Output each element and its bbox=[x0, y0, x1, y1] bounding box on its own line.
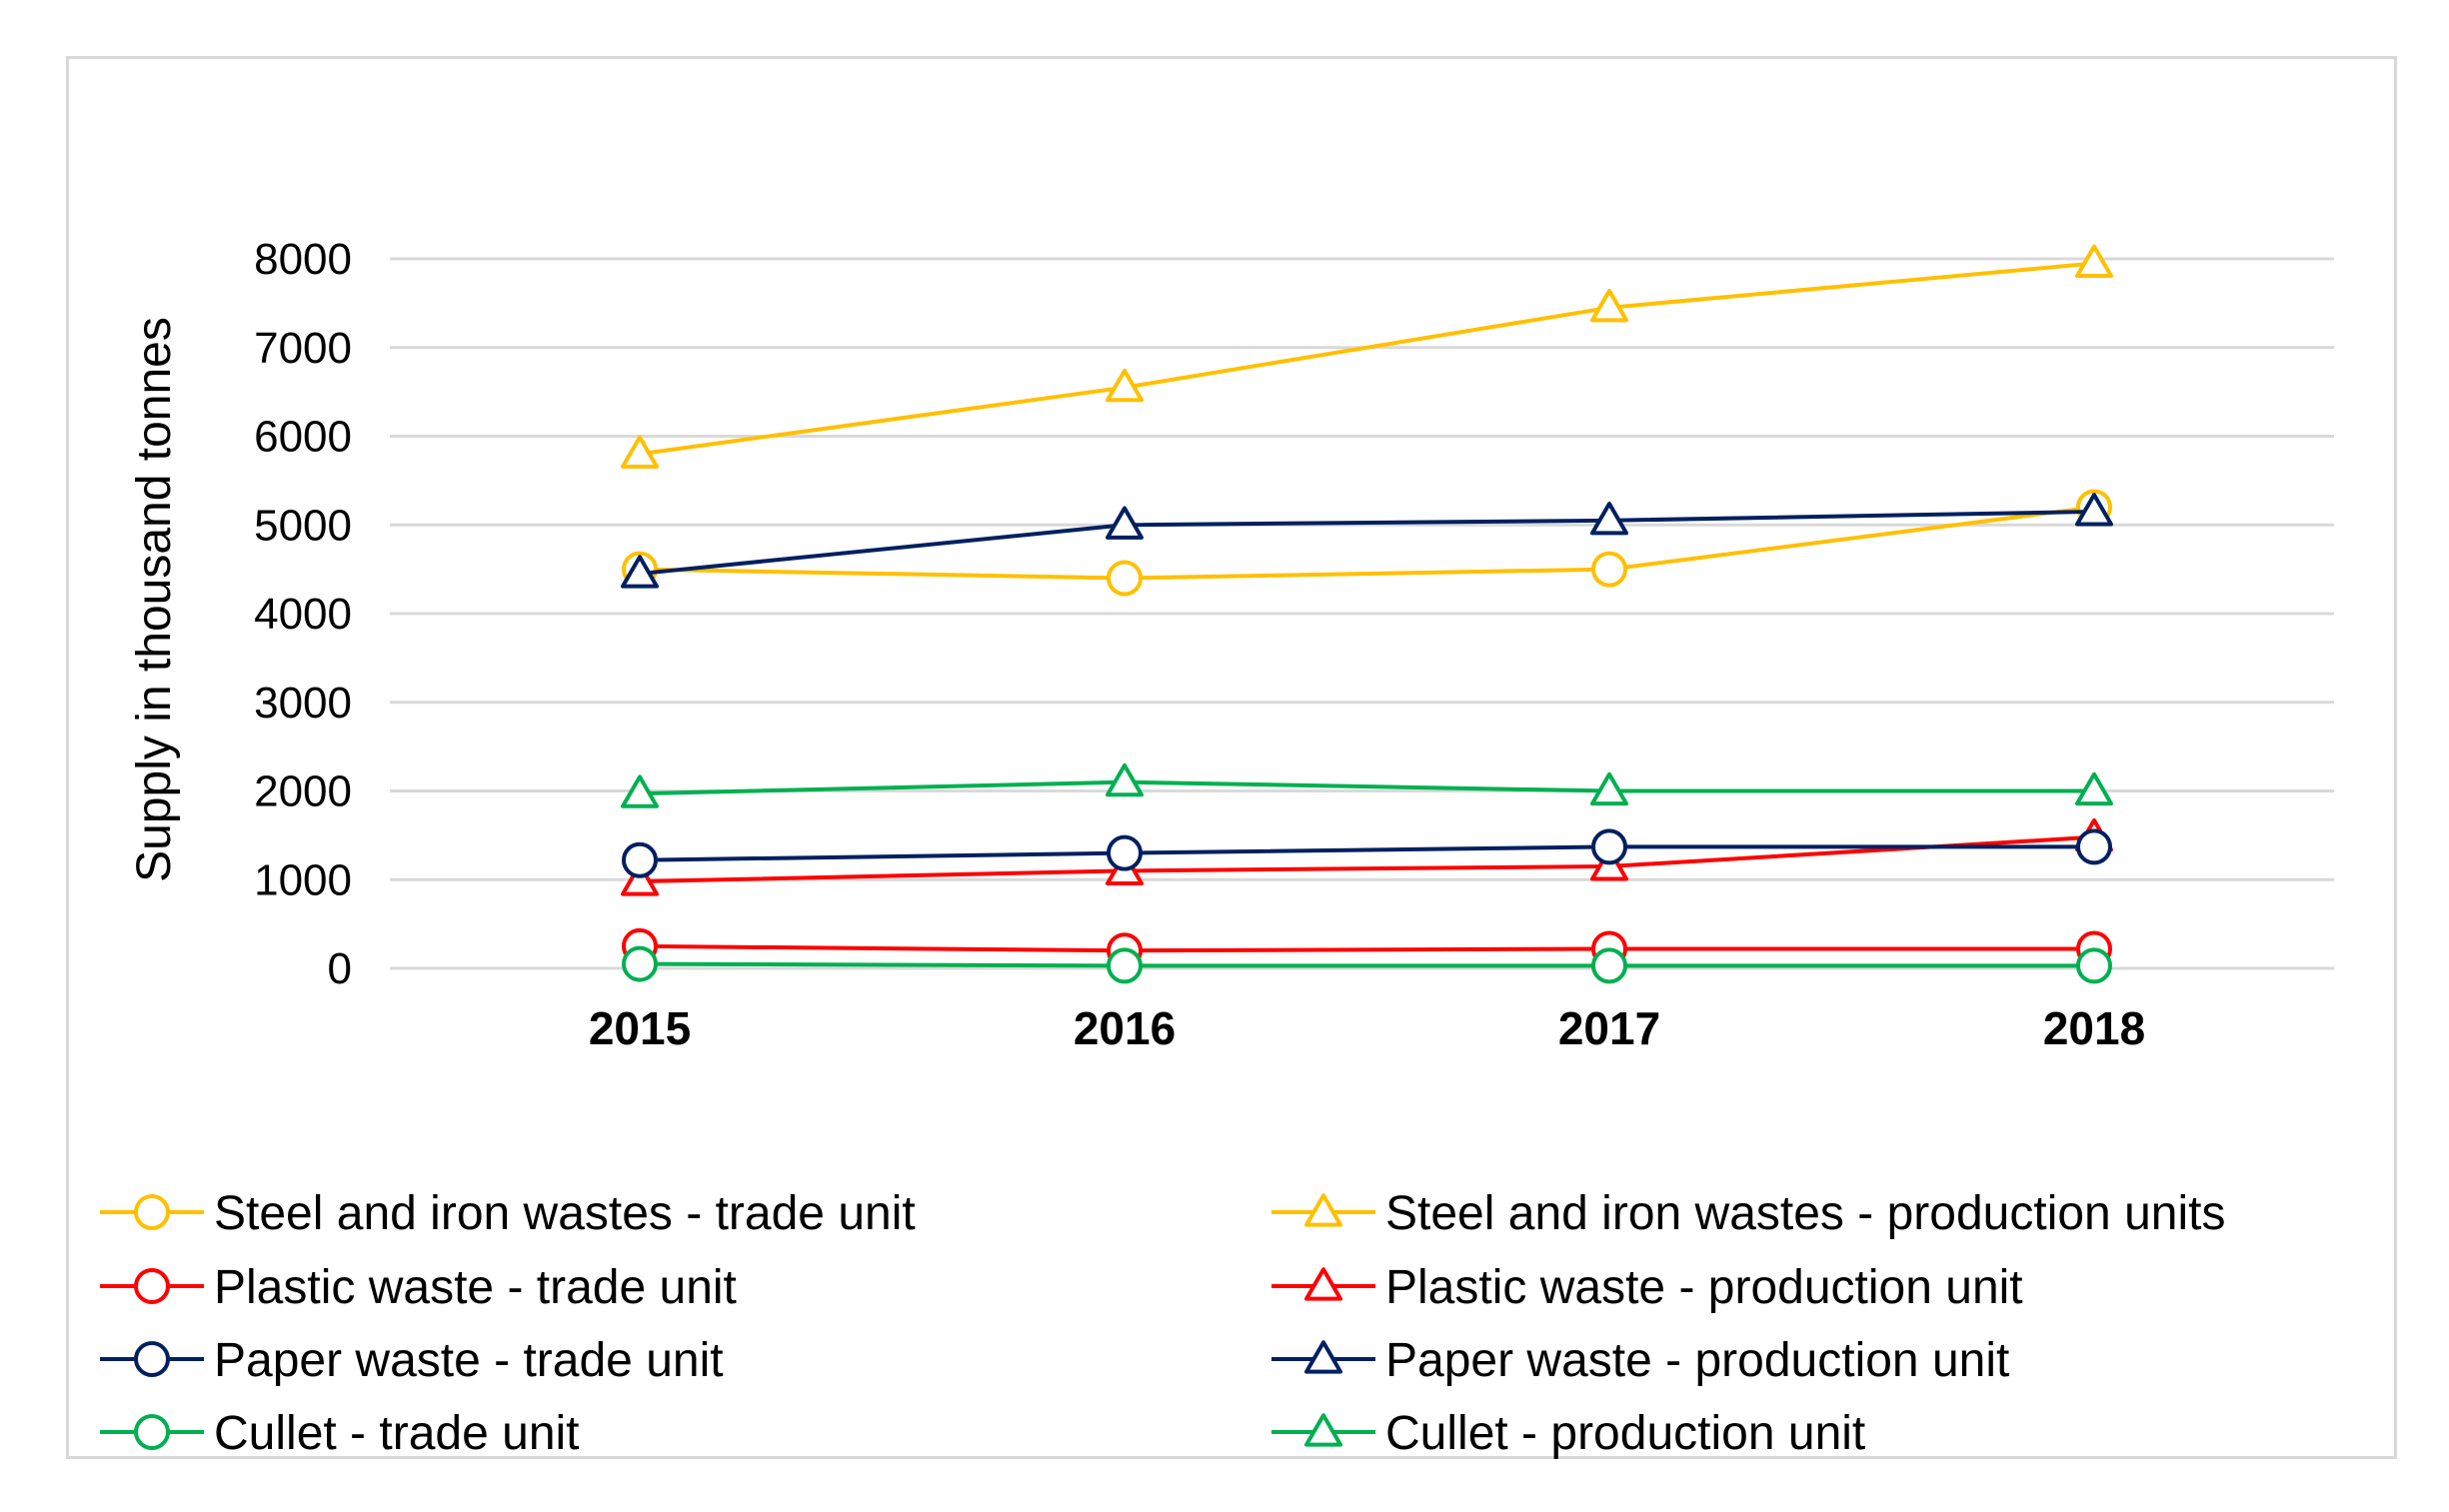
data-point bbox=[621, 862, 659, 896]
data-point bbox=[1107, 834, 1143, 871]
data-point bbox=[621, 555, 659, 589]
y-tick-label: 7000 bbox=[254, 324, 352, 373]
series-line bbox=[639, 509, 2095, 577]
series-line bbox=[639, 779, 2094, 796]
legend-item: Plastic waste - production unit bbox=[1271, 1261, 2023, 1314]
legend-item: Cullet - production unit bbox=[1271, 1407, 1865, 1460]
y-tick-label: 8000 bbox=[254, 235, 352, 284]
legend-marker bbox=[1304, 1267, 1342, 1301]
series-1 bbox=[622, 489, 2112, 597]
legend-label: Paper waste - trade unit bbox=[214, 1334, 724, 1387]
legend-marker bbox=[134, 1194, 170, 1230]
data-point bbox=[1107, 947, 1143, 984]
y-tick-label: 6000 bbox=[254, 413, 352, 462]
data-point bbox=[2076, 947, 2112, 984]
legend-marker bbox=[134, 1268, 170, 1304]
data-point bbox=[2076, 828, 2112, 865]
legend-label: Steel and iron wastes - trade unit bbox=[214, 1187, 916, 1240]
legend-marker bbox=[134, 1341, 170, 1377]
legend-label: Steel and iron wastes - production units bbox=[1385, 1187, 2225, 1240]
series-lines bbox=[621, 244, 2113, 984]
x-tick-label: 2015 bbox=[589, 1002, 691, 1054]
data-point bbox=[1590, 771, 1628, 806]
legend-label: Plastic waste - trade unit bbox=[214, 1261, 737, 1314]
data-point bbox=[2075, 493, 2113, 527]
data-point bbox=[1106, 506, 1144, 540]
data-point bbox=[621, 774, 659, 808]
y-tick-label: 2000 bbox=[254, 767, 352, 816]
series-6 bbox=[621, 493, 2113, 589]
legend-item: Steel and iron wastes - production units bbox=[1271, 1187, 2225, 1240]
legend-item: Cullet - trade unit bbox=[100, 1407, 580, 1460]
data-point bbox=[2075, 771, 2113, 806]
y-axis-tick-labels: 0 1000 2000 3000 4000 5000 6000 7000 8000 bbox=[254, 235, 352, 993]
legend-item: Plastic waste - trade unit bbox=[100, 1261, 737, 1314]
y-tick-label: 1000 bbox=[254, 855, 352, 904]
legend-item: Paper waste - production unit bbox=[1271, 1334, 2009, 1387]
data-point bbox=[1106, 762, 1144, 797]
data-point bbox=[1591, 551, 1627, 588]
x-tick-label: 2017 bbox=[1558, 1002, 1660, 1054]
series-8 bbox=[621, 762, 2113, 808]
series-5 bbox=[622, 828, 2112, 878]
legend-label: Paper waste - production unit bbox=[1385, 1334, 2009, 1387]
legend-marker bbox=[1304, 1413, 1342, 1447]
y-tick-label: 3000 bbox=[254, 679, 352, 728]
x-tick-label: 2016 bbox=[1074, 1002, 1176, 1054]
legend-label: Cullet - production unit bbox=[1385, 1407, 1865, 1460]
data-point bbox=[1106, 368, 1144, 403]
x-axis-tick-labels: 2015 2016 2017 2018 bbox=[589, 1002, 2145, 1054]
y-tick-label: 4000 bbox=[254, 590, 352, 639]
legend-label: Cullet - trade unit bbox=[214, 1407, 580, 1460]
series-line bbox=[639, 834, 2095, 884]
data-point bbox=[1591, 947, 1627, 984]
series-3 bbox=[622, 927, 2112, 969]
gridlines bbox=[390, 257, 2334, 970]
legend-label: Plastic waste - production unit bbox=[1385, 1261, 2023, 1314]
series-line bbox=[639, 943, 2094, 953]
data-point bbox=[1591, 828, 1627, 865]
series-line bbox=[639, 505, 2095, 581]
data-point bbox=[622, 841, 658, 878]
data-point bbox=[1107, 560, 1143, 597]
legend-marker bbox=[134, 1414, 170, 1450]
series-line bbox=[639, 261, 2095, 457]
series-line bbox=[639, 961, 2094, 968]
y-tick-label: 0 bbox=[328, 944, 352, 993]
y-tick-label: 5000 bbox=[254, 501, 352, 550]
legend-item: Paper waste - trade unit bbox=[100, 1334, 724, 1387]
data-point bbox=[1590, 502, 1628, 536]
legend-marker bbox=[1304, 1340, 1342, 1374]
chart-frame bbox=[66, 56, 2397, 1459]
x-tick-label: 2018 bbox=[2043, 1002, 2145, 1054]
legend-item: Steel and iron wastes - trade unit bbox=[100, 1187, 916, 1240]
series-line bbox=[639, 844, 2094, 862]
y-axis-title: Supply in thousand tonnes bbox=[128, 317, 181, 882]
series-2 bbox=[621, 244, 2113, 469]
data-point bbox=[621, 435, 659, 469]
data-point bbox=[1590, 289, 1628, 323]
legend: Steel and iron wastes - trade unit Steel … bbox=[100, 1187, 2225, 1460]
legend-marker bbox=[1304, 1193, 1342, 1227]
data-point bbox=[622, 945, 658, 982]
series-7 bbox=[622, 945, 2112, 984]
data-point bbox=[2075, 244, 2113, 279]
